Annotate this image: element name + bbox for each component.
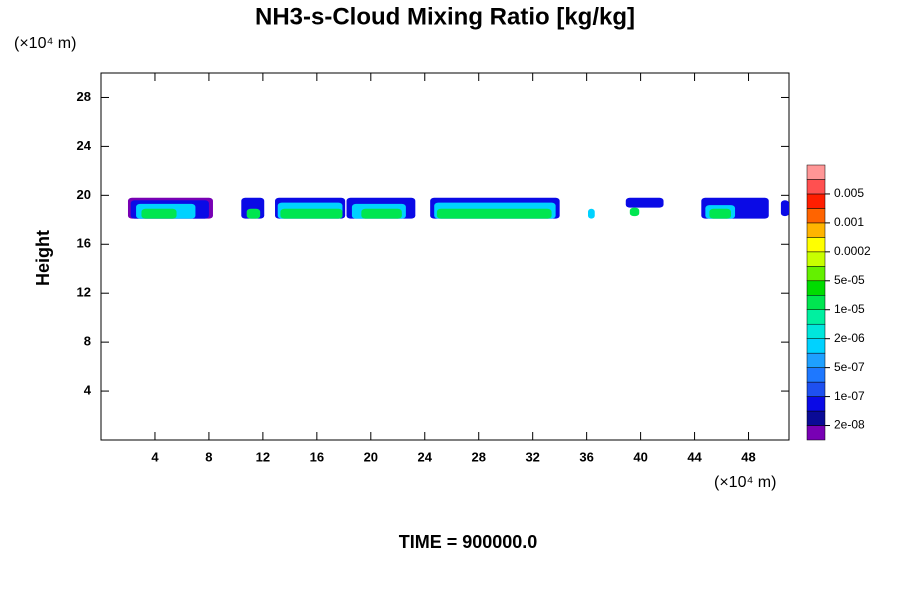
colorbar-label: 2e-06: [834, 331, 865, 345]
y-axis-label: Height: [33, 230, 53, 286]
plot-frame: [100, 72, 790, 441]
footer: TIME = 900000.0: [399, 532, 538, 552]
x-tick-label: 40: [633, 449, 647, 464]
colorbar-label: 5e-05: [834, 273, 865, 287]
colorbar-swatch: [806, 381, 826, 397]
cloud-region: [280, 208, 343, 219]
x-tick-label: 8: [205, 449, 212, 464]
colorbar-label: 0.001: [834, 215, 864, 229]
colorbar-label: 2e-08: [834, 418, 865, 432]
colorbar-swatch: [806, 396, 826, 412]
y-tick-label: 28: [77, 89, 91, 104]
colorbar-swatch: [806, 367, 826, 383]
x-tick-label: 24: [418, 449, 433, 464]
colorbar-swatch: [806, 323, 826, 339]
cloud-region: [141, 208, 177, 219]
y-tick-label: 4: [84, 383, 92, 398]
colorbar-swatch: [806, 208, 826, 224]
x-tick-label: 32: [525, 449, 539, 464]
colorbar-swatch: [806, 179, 826, 195]
x-tick-label: 48: [741, 449, 755, 464]
cloud-region: [246, 208, 261, 219]
chart-title: NH3-s-Cloud Mixing Ratio [kg/kg]: [255, 3, 635, 30]
y-tick-label: 20: [77, 187, 91, 202]
cloud-region: [361, 208, 402, 219]
x-tick-label: 12: [256, 449, 270, 464]
colorbar-swatch: [806, 251, 826, 267]
cloud-region: [587, 208, 595, 219]
colorbar-swatch: [806, 410, 826, 426]
x-tick-label: 44: [687, 449, 702, 464]
colorbar-label: 0.0002: [834, 244, 871, 258]
x-tick-label: 16: [310, 449, 324, 464]
y-unit: (×10⁴ m): [14, 35, 76, 52]
colorbar-swatch: [806, 338, 826, 354]
colorbar-label: 5e-07: [834, 360, 865, 374]
colorbar-swatch: [806, 193, 826, 209]
cloud-region: [709, 208, 731, 219]
cloud-region: [780, 200, 789, 217]
colorbar-label: 0.005: [834, 186, 864, 200]
colorbar-swatch: [806, 280, 826, 296]
x-tick-label: 28: [471, 449, 485, 464]
y-tick-label: 16: [77, 236, 91, 251]
x-tick-label: 20: [364, 449, 378, 464]
colorbar-swatch: [806, 237, 826, 253]
colorbar-label: 1e-05: [834, 302, 865, 316]
colorbar-swatch: [806, 295, 826, 310]
y-tick-label: 24: [77, 138, 92, 153]
x-unit: (×10⁴ m): [714, 474, 776, 491]
y-tick-label: 12: [77, 285, 91, 300]
y-tick-label: 8: [84, 334, 91, 349]
cloud-region: [629, 207, 640, 217]
colorbar-swatch: [806, 222, 826, 238]
colorbar-swatch: [806, 164, 826, 180]
x-tick-label: 4: [151, 449, 159, 464]
cloud-region: [436, 208, 552, 219]
colorbar-swatch: [806, 425, 826, 441]
colorbar-swatch: [806, 309, 826, 325]
colorbar-swatch: [806, 352, 826, 368]
colorbar-label: 1e-07: [834, 389, 865, 403]
x-tick-label: 36: [579, 449, 593, 464]
cloud-region: [625, 197, 664, 208]
colorbar-swatch: [806, 266, 826, 282]
